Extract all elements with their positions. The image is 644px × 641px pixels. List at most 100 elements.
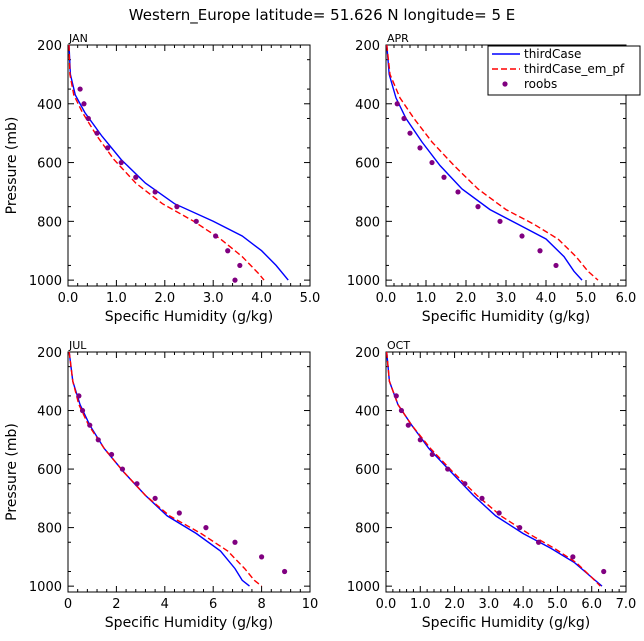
x-tick-label: 2.0 — [444, 597, 465, 612]
roobs-point — [517, 525, 523, 531]
x-tick-label: 5.0 — [576, 291, 597, 306]
thirdCase_em_pf-line — [68, 44, 265, 281]
roobs-point — [95, 437, 101, 443]
x-tick-label: 3.0 — [496, 291, 517, 306]
panel-jul: 0 2 4 6 8 10 200 400 600 800 1000 JUL Specific Humid… — [4, 339, 318, 631]
panel-apr: 0.0 1.0 2.0 3.0 4.0 5.0 6.0 200 400 600 800 1000 APR… — [347, 32, 636, 325]
y-tick-label: 400 — [37, 98, 62, 113]
roobs-point — [87, 422, 93, 428]
y-tick-label: 200 — [355, 346, 380, 361]
x-axis-label: Specific Humidity (g/kg) — [422, 615, 590, 631]
y-axis-label: Pressure (mb) — [4, 423, 20, 521]
plot-frame — [67, 44, 311, 287]
x-tick-label: 0.0 — [376, 291, 397, 306]
plot-frame — [385, 351, 627, 593]
roobs-point — [393, 393, 399, 399]
plot-frame — [67, 351, 311, 593]
thirdCase_em_pf-line — [386, 44, 599, 281]
roobs-point — [479, 495, 485, 501]
y-tick-label: 800 — [37, 215, 62, 230]
y-tick-label: 400 — [355, 405, 380, 420]
roobs-point — [259, 554, 265, 560]
y-tick-label: 400 — [355, 98, 380, 113]
y-tick-label: 600 — [37, 157, 62, 172]
roobs-point — [429, 159, 435, 166]
legend-label: thirdCase_em_pf — [524, 62, 625, 76]
roobs-point — [176, 510, 182, 516]
roobs-point — [81, 101, 87, 107]
roobs-point — [152, 189, 158, 195]
roobs-point — [535, 539, 542, 545]
roobs-point — [85, 115, 91, 122]
roobs-point — [76, 393, 82, 399]
roobs-point — [429, 451, 435, 458]
roobs-point — [225, 248, 231, 254]
y-tick-label: 600 — [37, 463, 62, 478]
x-axis-label: Specific Humidity (g/kg) — [105, 309, 273, 325]
roobs-point — [475, 204, 481, 210]
x-axis-label: Specific Humidity (g/kg) — [105, 615, 273, 631]
roobs-point — [394, 101, 400, 107]
y-tick-label: 400 — [37, 405, 62, 420]
roobs-point — [417, 145, 423, 151]
x-tick-label: 4.0 — [251, 291, 272, 306]
x-tick-label: 4.0 — [536, 291, 557, 306]
roobs-point — [105, 145, 111, 151]
x-tick-label: 6.0 — [616, 291, 637, 306]
roobs-point — [79, 407, 86, 414]
roobs-point — [281, 568, 288, 575]
roobs-point — [553, 262, 559, 269]
x-axis-label: Specific Humidity (g/kg) — [422, 309, 590, 325]
panel-label: APR — [387, 32, 409, 45]
x-tick-label: 1.0 — [416, 291, 437, 306]
y-tick-label: 200 — [355, 39, 380, 54]
x-tick-label: 8 — [257, 597, 265, 612]
roobs-point — [497, 218, 503, 224]
x-tick-label: 5.0 — [300, 291, 321, 306]
roobs-point — [232, 539, 238, 545]
x-tick-label: 6.0 — [581, 597, 602, 612]
thirdCase-line — [386, 44, 583, 281]
panel-oct: 0.0 1.0 2.0 3.0 4.0 5.0 6.0 7.0 200 400 600 800 1000… — [347, 339, 636, 631]
roobs-point — [203, 525, 209, 531]
roobs-point — [441, 174, 447, 180]
y-axis-label: Pressure (mb) — [4, 117, 20, 215]
thirdCase-line — [68, 351, 250, 587]
panel-label: OCT — [387, 339, 410, 352]
x-tick-label: 0 — [64, 597, 72, 612]
roobs-point — [232, 277, 238, 283]
roobs-point — [133, 174, 139, 180]
x-tick-label: 5.0 — [547, 597, 568, 612]
x-tick-label: 1.0 — [410, 597, 431, 612]
x-tick-label: 3.0 — [479, 597, 500, 612]
y-tick-label: 1000 — [347, 274, 380, 289]
y-tick-label: 200 — [37, 346, 62, 361]
roobs-point — [601, 568, 607, 575]
thirdCase-line — [68, 44, 289, 281]
roobs-point — [108, 451, 115, 458]
legend-dot — [502, 81, 508, 87]
roobs-point — [77, 86, 83, 92]
roobs-point — [405, 422, 411, 428]
x-tick-label: 2.0 — [154, 291, 175, 306]
roobs-point — [537, 248, 543, 254]
roobs-point — [152, 495, 158, 501]
x-tick-label: 2 — [112, 597, 120, 612]
roobs-point — [237, 262, 243, 269]
panel-jan: 0.0 1.0 2.0 3.0 4.0 5.0 200 400 600 800 1000 JAN Spe… — [4, 32, 320, 325]
roobs-point — [118, 159, 124, 166]
y-tick-label: 600 — [355, 463, 380, 478]
roobs-point — [174, 204, 180, 210]
thirdCase_em_pf-line — [68, 351, 263, 587]
roobs-point — [417, 437, 423, 443]
roobs-point — [213, 233, 219, 239]
x-tick-label: 7.0 — [616, 597, 637, 612]
legend-label: roobs — [524, 77, 557, 91]
y-tick-label: 200 — [37, 39, 62, 54]
panel-label: JUL — [68, 339, 87, 352]
x-tick-label: 0.0 — [58, 291, 79, 306]
y-tick-label: 1000 — [29, 580, 62, 595]
x-tick-label: 3.0 — [203, 291, 224, 306]
thirdCase_em_pf-line — [386, 351, 601, 587]
